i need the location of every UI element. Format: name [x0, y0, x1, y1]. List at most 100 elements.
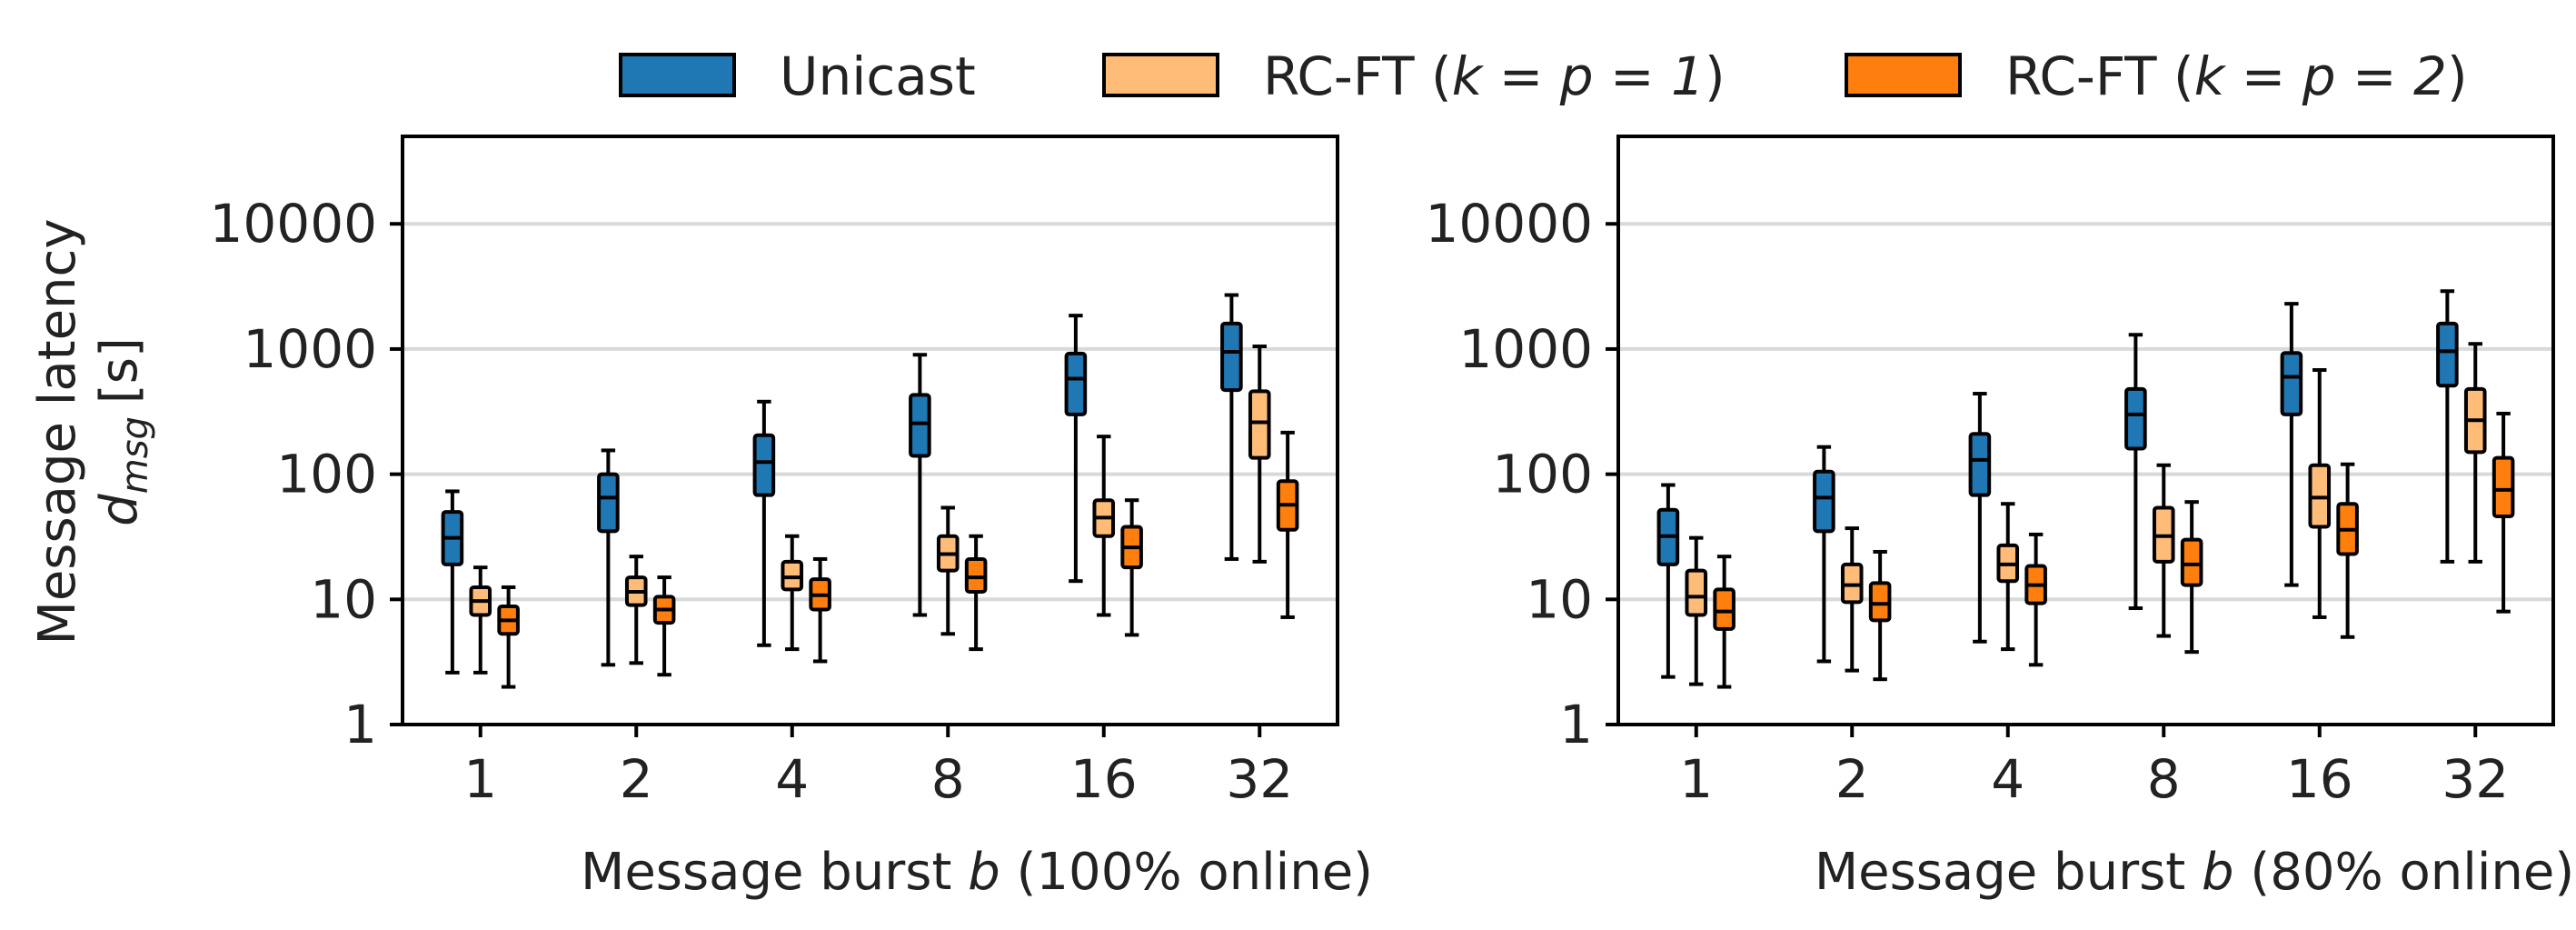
box-rcft-k1-2 [1840, 526, 1864, 673]
legend-label-unicast: Unicast [780, 45, 976, 107]
box-rcft-k2-2 [1868, 549, 1892, 682]
legend-label-rcft-k1-suffix: ) [1705, 45, 1726, 107]
box-unicast-16 [1064, 314, 1088, 584]
x-tick-label: 4 [1991, 748, 2024, 810]
x-tick-label: 1 [1679, 748, 1713, 810]
box-rcft-k2-4 [2024, 532, 2047, 667]
box-unicast-8 [909, 353, 931, 617]
y-tick-label: 1000 [243, 318, 377, 380]
y-axis-label-unit: [s] [90, 337, 149, 404]
box-body [1868, 581, 1892, 623]
x-axis-label-right-var: b [2202, 843, 2234, 902]
x-tick-label: 32 [1226, 748, 1293, 810]
box-rcft-k1-32 [2463, 342, 2487, 564]
box-unicast-32 [2436, 289, 2459, 564]
box-rcft-k2-16 [1120, 498, 1143, 637]
box-body [2280, 351, 2303, 416]
axes-frame [1616, 135, 2555, 726]
box-unicast-2 [1813, 445, 1835, 664]
x-axis-label-left-var: b [968, 843, 1000, 902]
box-body [2124, 386, 2147, 451]
box-unicast-4 [1968, 392, 1992, 644]
box-unicast-1 [441, 489, 464, 675]
legend: Unicast RC-FT (k = p = 1) RC-FT (k = p =… [619, 45, 2468, 107]
x-tick-label: 8 [931, 748, 965, 810]
x-axis-label-left-prefix: Message burst [581, 843, 968, 902]
axes-frame [401, 135, 1339, 726]
legend-entry-unicast: Unicast [619, 45, 976, 107]
y-tick-label: 100 [1492, 444, 1593, 505]
box-rcft-k1-1 [469, 565, 492, 675]
y-tick-label: 10000 [1425, 193, 1593, 255]
box-rcft-k1-4 [781, 534, 804, 652]
x-axis-label-right: Message burst b (80% online) [1815, 843, 2574, 902]
legend-label-rcft-k1-math: k = p = 1 [1452, 45, 1705, 107]
box-unicast-1 [1656, 483, 1680, 679]
box-unicast-2 [597, 448, 620, 667]
box-rcft-k1-8 [2152, 463, 2175, 638]
box-body [752, 433, 776, 497]
y-tick-label: 1 [1559, 694, 1593, 755]
y-tick-label: 1000 [1458, 318, 1593, 380]
legend-label-rcft-k1: RC-FT (k = p = 1) [1263, 45, 1726, 107]
box-body [1968, 432, 1992, 497]
legend-label-rcft-k1-prefix: RC-FT ( [1263, 45, 1452, 107]
box-rcft-k2-2 [652, 575, 676, 677]
x-axis-label-left: Message burst b (100% online) [581, 843, 1373, 902]
x-axis-label-left-suffix: (100% online) [1000, 843, 1373, 902]
y-axis-label-line1: Message latency [28, 219, 87, 645]
y-tick-label: 1 [343, 694, 377, 755]
legend-swatch-rcft-k2 [1845, 53, 1962, 97]
y-tick-label: 10 [1526, 568, 1593, 630]
box-body [597, 472, 620, 534]
legend-label-rcft-k2-math: k = p = 2 [2194, 45, 2447, 107]
box-rcft-k2-1 [497, 585, 520, 689]
box-rcft-k1-4 [1996, 502, 2020, 652]
x-axis-label-right-prefix: Message burst [1815, 843, 2202, 902]
x-tick-label: 2 [620, 748, 653, 810]
y-tick-label: 10 [310, 568, 377, 630]
legend-swatch-rcft-k1 [1102, 53, 1219, 97]
y-axis-label: Message latency dmsg [s] [28, 219, 156, 645]
box-rcft-k2-1 [1713, 555, 1736, 689]
box-unicast-8 [2124, 333, 2147, 611]
box-rcft-k1-32 [1248, 345, 1271, 564]
legend-entry-rcft-k2: RC-FT (k = p = 2) [1845, 45, 2468, 107]
y-axis-label-symbol: d [90, 494, 149, 526]
box-rcft-k2-8 [964, 534, 988, 652]
box-rcft-k1-8 [936, 505, 960, 636]
box-rcft-k1-2 [624, 555, 648, 665]
chart-panel-left: 1 10 100 1000 10000 1 2 4 8 16 32 [209, 135, 1339, 810]
box-unicast-16 [2280, 302, 2303, 587]
legend-label-rcft-k2: RC-FT (k = p = 2) [2005, 45, 2468, 107]
box-rcft-k2-8 [2180, 500, 2203, 655]
box-body [1685, 568, 1708, 617]
chart-panel-right: 1 10 100 1000 10000 1 2 4 8 16 32 [1425, 135, 2555, 810]
box-rcft-k2-32 [1276, 430, 1299, 619]
box-body [1713, 587, 1736, 631]
box-rcft-k1-16 [2308, 367, 2332, 619]
x-tick-label: 32 [2442, 748, 2509, 810]
legend-swatch-unicast [619, 53, 736, 97]
x-axis-label-right-suffix: (80% online) [2234, 843, 2575, 902]
legend-entry-rcft-k1: RC-FT (k = p = 1) [1102, 45, 1726, 107]
box-body [1248, 389, 1271, 460]
box-rcft-k2-4 [809, 556, 831, 664]
box-body [1064, 351, 1088, 416]
box-body [964, 556, 988, 594]
y-axis-label-line2: dmsg [s] [90, 337, 156, 526]
box-body [2180, 537, 2203, 587]
y-axis-label-subscript: msg [114, 416, 156, 494]
box-body [2436, 321, 2459, 388]
box-body [1813, 469, 1835, 534]
x-tick-label: 16 [1070, 748, 1138, 810]
x-tick-label: 16 [2286, 748, 2353, 810]
box-rcft-k2-32 [2491, 411, 2515, 614]
box-rcft-k2-16 [2336, 462, 2359, 639]
box-rcft-k1-1 [1685, 535, 1708, 686]
box-body [2491, 455, 2515, 519]
box-unicast-4 [752, 399, 776, 647]
box-rcft-k1-16 [1092, 435, 1116, 617]
x-tick-label: 8 [2147, 748, 2181, 810]
